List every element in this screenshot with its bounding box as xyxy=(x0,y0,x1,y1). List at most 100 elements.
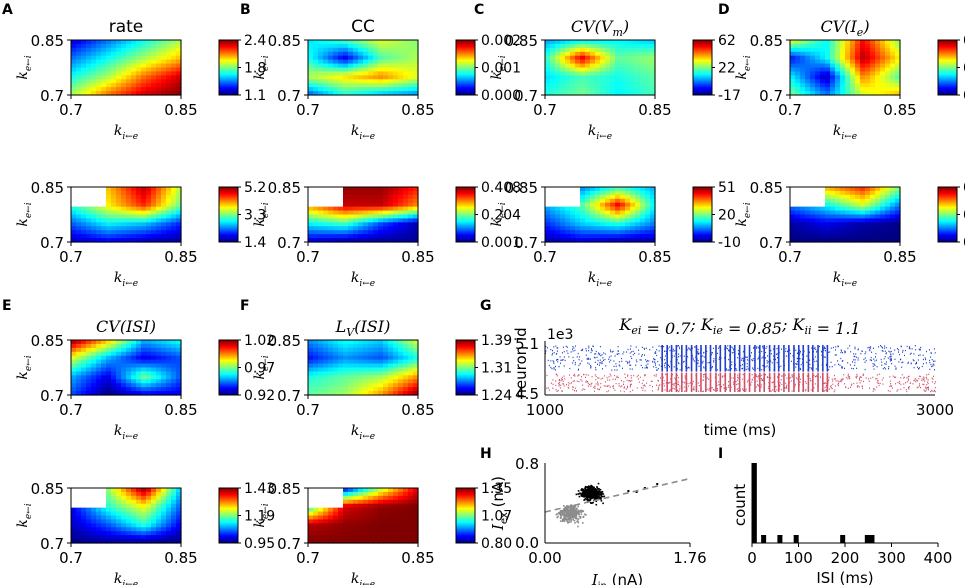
heatmap-cell xyxy=(71,218,77,223)
heatmap-cell xyxy=(121,343,127,349)
heatmap-cell xyxy=(840,51,846,57)
heatmap-cell xyxy=(86,226,92,231)
heatmap-cell xyxy=(106,187,112,192)
heatmap-cell xyxy=(131,222,137,227)
heatmap-cell xyxy=(850,218,856,223)
heatmap-cell xyxy=(343,367,349,373)
heatmap-cell xyxy=(413,47,419,53)
spike-inh xyxy=(595,383,597,385)
heatmap-cell xyxy=(615,91,621,96)
heatmap-cell xyxy=(343,234,349,239)
heatmap-cell xyxy=(323,539,329,544)
heatmap-cell xyxy=(308,230,314,235)
heatmap-cell xyxy=(136,91,142,96)
heatmap-cell xyxy=(96,359,102,365)
spike-inh xyxy=(930,390,932,393)
heatmap-cell xyxy=(363,355,369,361)
spike-inh xyxy=(629,380,631,382)
heatmap-cell xyxy=(645,63,651,69)
spike-exc xyxy=(801,358,803,360)
heatmap-cell xyxy=(640,51,646,57)
spike-exc xyxy=(604,358,606,361)
heatmap-cell xyxy=(368,202,374,208)
heatmap-cell xyxy=(323,343,329,349)
heatmap-cell xyxy=(378,391,384,396)
heatmap-cell xyxy=(111,71,117,76)
heatmap-cell xyxy=(408,507,414,513)
spike-exc xyxy=(736,369,738,371)
heatmap-cell xyxy=(313,343,319,349)
heatmap-cell xyxy=(333,51,339,57)
heatmap-cell xyxy=(81,371,87,376)
heatmap-cell xyxy=(136,351,142,357)
heatmap-cell xyxy=(171,343,177,349)
heatmap-cell xyxy=(126,391,132,396)
heatmap-cell xyxy=(156,187,162,192)
heatmap-cell xyxy=(610,190,616,196)
spike-exc xyxy=(726,347,728,349)
heatmap-cell xyxy=(815,63,821,69)
heatmap-cell xyxy=(625,83,631,88)
heatmap-cell xyxy=(373,234,379,239)
heatmap-cell xyxy=(353,499,359,505)
heatmap-cell xyxy=(166,531,172,536)
heatmap-cell xyxy=(408,343,414,349)
heatmap-cell xyxy=(348,531,354,536)
heatmap-cell xyxy=(151,214,157,220)
heatmap-cell xyxy=(398,214,404,220)
heatmap-cell xyxy=(176,340,182,345)
heatmap-cell xyxy=(101,527,107,532)
colorbar xyxy=(692,39,713,96)
heatmap-cell xyxy=(850,190,856,196)
heatmap-cell xyxy=(156,539,162,544)
x-tick-label: 0.7 xyxy=(778,248,802,266)
heatmap-cell xyxy=(106,359,112,365)
heatmap-cell xyxy=(106,238,112,243)
heatmap-cell xyxy=(116,230,122,235)
heatmap-cell xyxy=(126,55,132,61)
heatmap-cell xyxy=(408,210,414,216)
spike-inh xyxy=(903,383,905,385)
spike-inh xyxy=(914,378,916,380)
heatmap-cell xyxy=(865,210,871,216)
spike-inh xyxy=(608,390,610,392)
heatmap-cell xyxy=(86,363,92,369)
spike-exc xyxy=(881,364,883,366)
heatmap-cell xyxy=(328,40,334,45)
heatmap-cell xyxy=(373,391,379,396)
spike-inh xyxy=(805,390,807,392)
heatmap-cell xyxy=(308,363,314,369)
heatmap-cell xyxy=(640,187,646,192)
heatmap-cell xyxy=(560,43,566,49)
heatmap-cell xyxy=(645,67,651,73)
heatmap-cell xyxy=(550,218,556,223)
heatmap-cell xyxy=(630,67,636,73)
heatmap-cell xyxy=(343,190,349,196)
heatmap-cell xyxy=(368,43,374,49)
heatmap-cell xyxy=(86,379,92,384)
spike-exc xyxy=(800,368,801,371)
heatmap-cell xyxy=(403,387,409,392)
heatmap-cell xyxy=(393,340,399,345)
heatmap-cell xyxy=(161,499,167,505)
heatmap-cell xyxy=(800,51,806,57)
heatmap-cell xyxy=(328,79,334,84)
spike-exc xyxy=(697,352,699,354)
heatmap-cell xyxy=(131,79,137,84)
heatmap-cell xyxy=(353,83,359,88)
heatmap-cell xyxy=(865,222,871,227)
heatmap-cell xyxy=(393,234,399,239)
heatmap-cell xyxy=(550,226,556,231)
spike-inh xyxy=(932,378,934,380)
heatmap-cell xyxy=(368,190,374,196)
heatmap-cell xyxy=(615,222,621,227)
heatmap-cell xyxy=(645,222,651,227)
heatmap-cell xyxy=(126,187,132,192)
heatmap-cell xyxy=(126,63,132,69)
spike-exc xyxy=(614,355,616,357)
heatmap-cell xyxy=(403,79,409,84)
spike-exc xyxy=(610,355,612,357)
heatmap-cell xyxy=(550,79,556,84)
heatmap-cell xyxy=(343,499,349,505)
heatmap-cell xyxy=(590,214,596,220)
